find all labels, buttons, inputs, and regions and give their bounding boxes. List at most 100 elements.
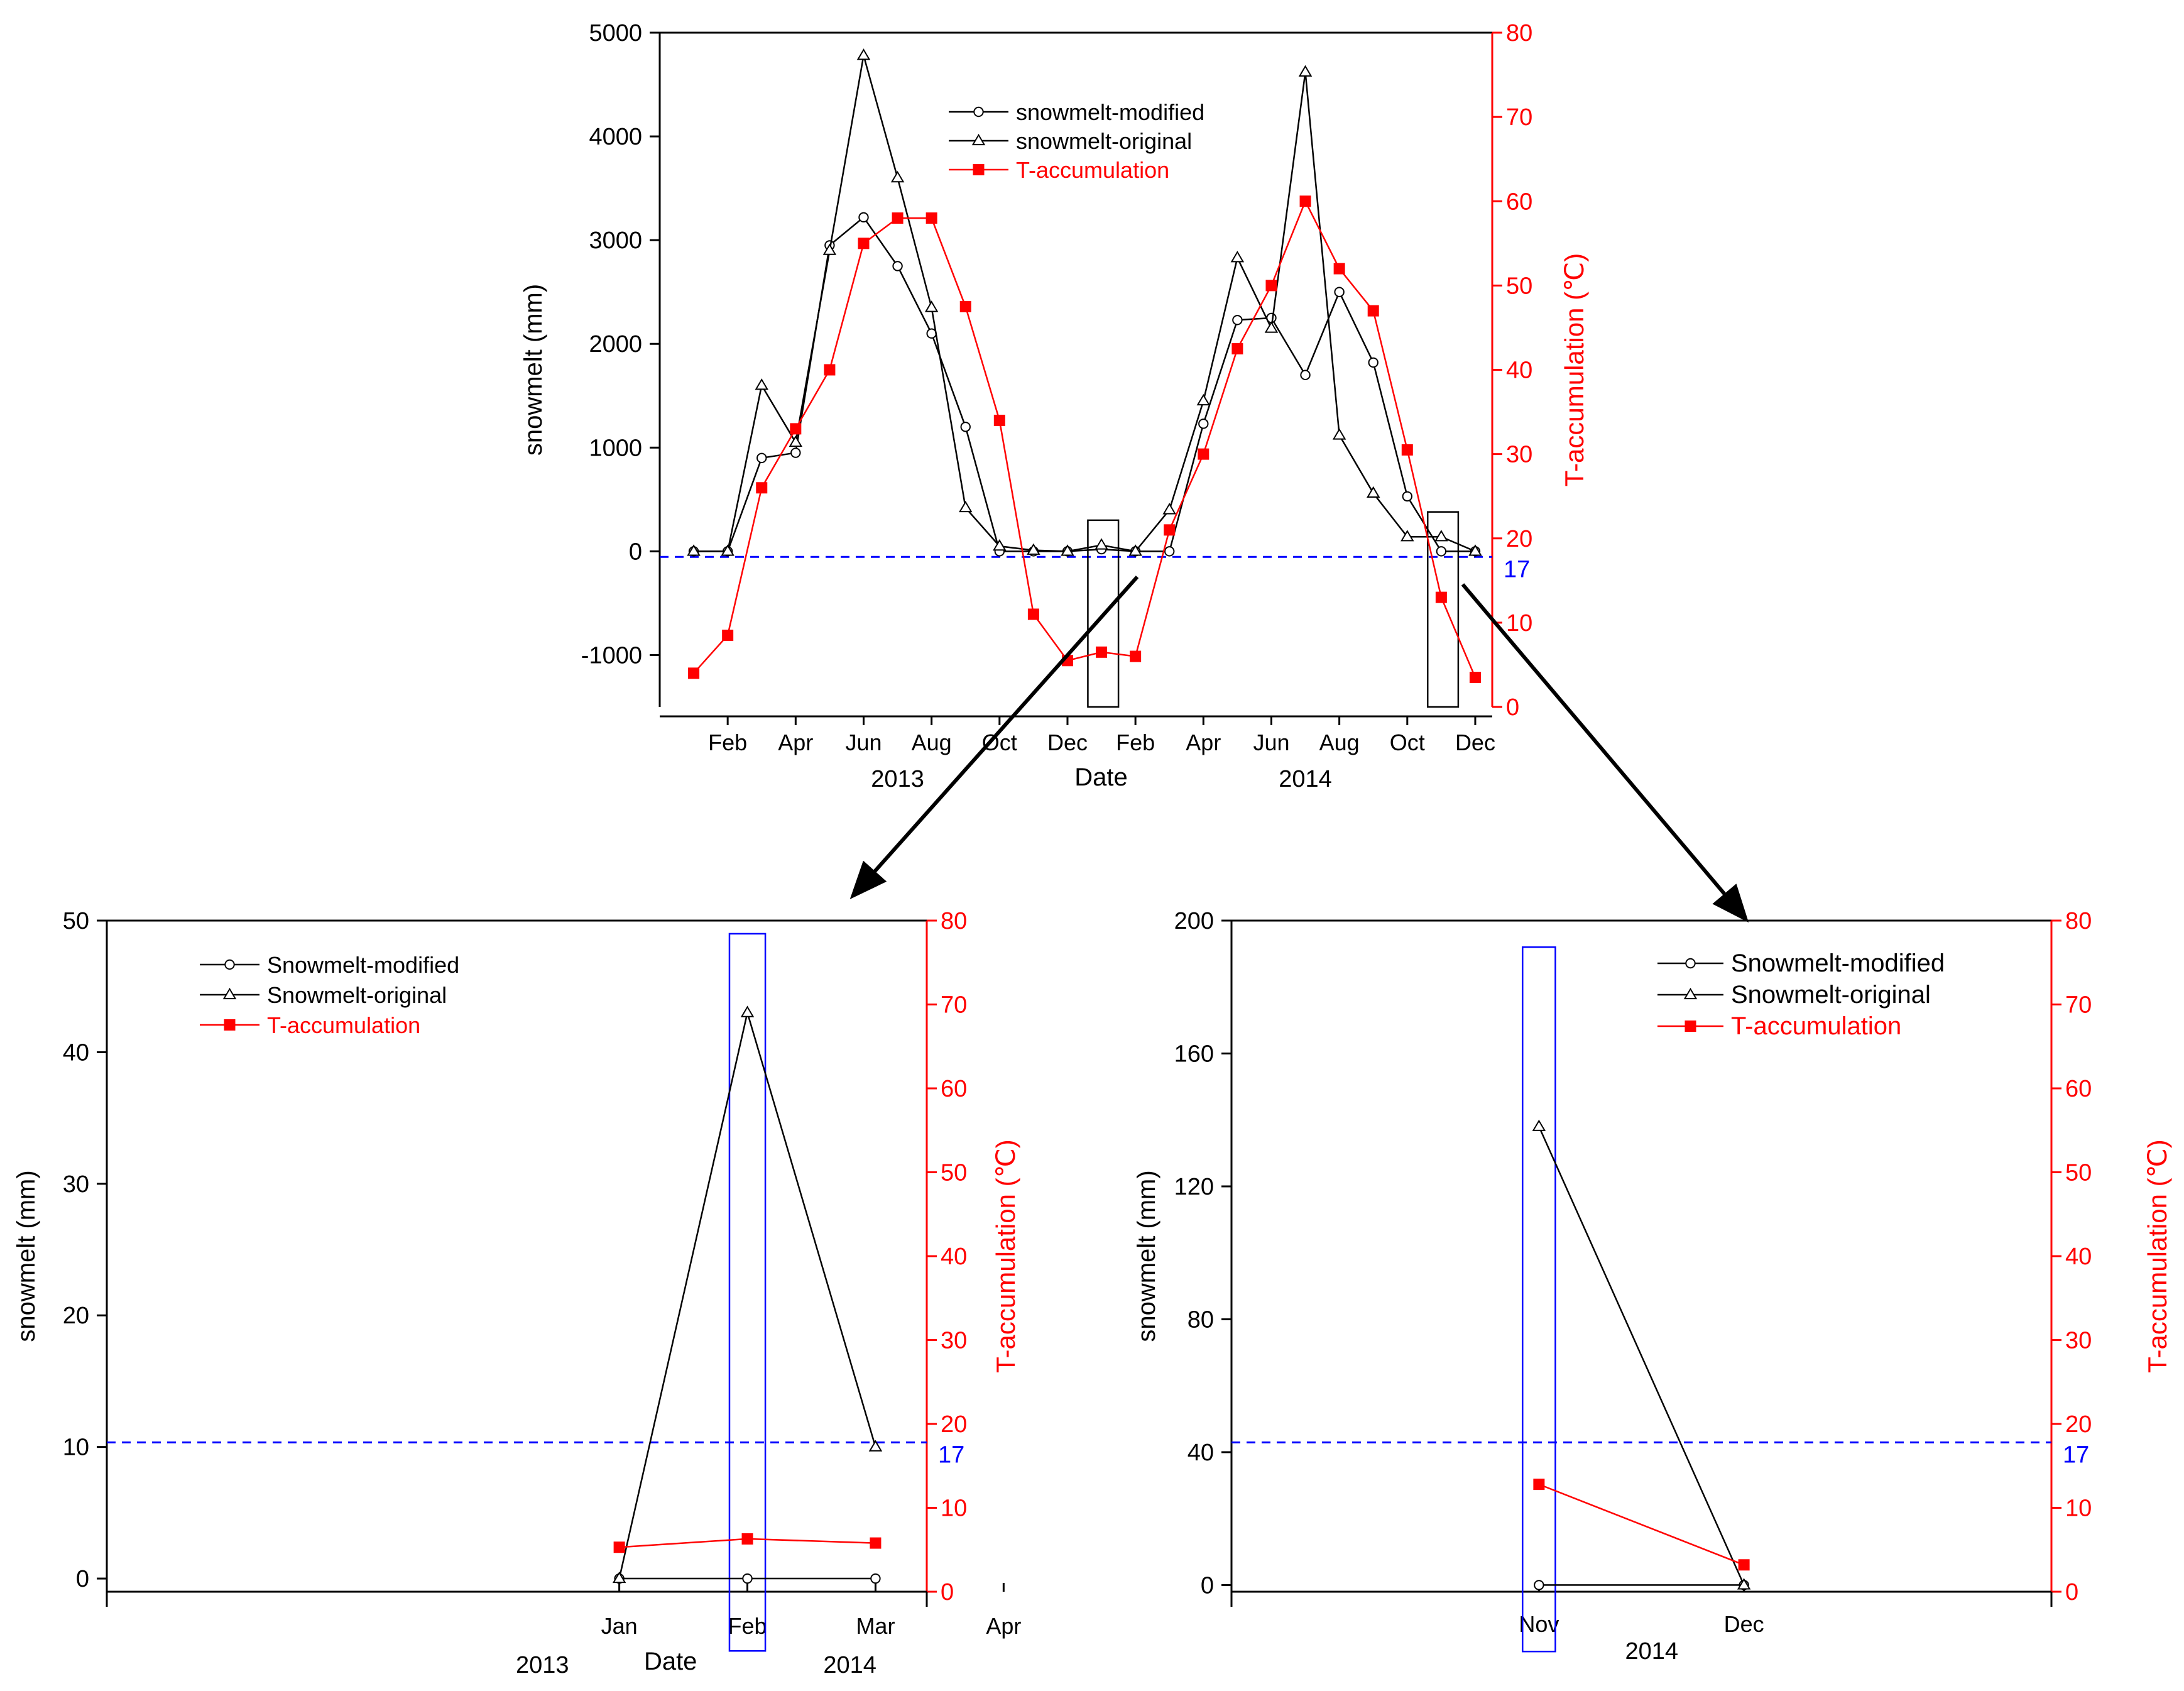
data-point xyxy=(924,300,939,312)
y2-axis-title: T-accumulation (℃) xyxy=(2143,1139,2172,1373)
series-line xyxy=(618,1009,876,1579)
x-tick-label: Feb xyxy=(1116,730,1155,755)
data-point xyxy=(1366,486,1380,498)
data-point xyxy=(1164,524,1176,536)
data-point xyxy=(1198,448,1209,460)
data-point xyxy=(1230,251,1245,263)
y2-tick-label: 70 xyxy=(2065,992,2092,1019)
data-point xyxy=(1332,428,1346,440)
y2-tick-label: 50 xyxy=(1506,273,1532,299)
legend-label: T-accumulation xyxy=(267,1012,420,1038)
year-label: 2013 xyxy=(871,766,924,792)
data-point xyxy=(993,539,1007,551)
x-tick-label: Apr xyxy=(778,730,813,755)
zoom-arrow-left xyxy=(849,576,1139,899)
y-axis-title: snowmelt (mm) xyxy=(520,284,547,456)
y2-tick-label: 10 xyxy=(1506,610,1532,637)
year-label: 2014 xyxy=(1625,1638,1679,1665)
data-point xyxy=(1232,315,1243,326)
y2-tick-label: 0 xyxy=(2065,1579,2078,1606)
x-tick-label: Mar xyxy=(856,1613,895,1639)
series-line xyxy=(1538,1483,1745,1566)
y-tick-label: 30 xyxy=(63,1171,89,1198)
legend-label: Snowmelt-modified xyxy=(1731,949,1945,977)
data-point xyxy=(722,629,734,641)
y2-tick-label: 0 xyxy=(941,1579,954,1606)
legend-label: T-accumulation xyxy=(1016,157,1169,183)
data-point xyxy=(756,482,768,494)
data-point xyxy=(740,1005,755,1017)
data-point xyxy=(1300,369,1311,380)
data-point xyxy=(1534,1580,1544,1590)
y-tick-label: 40 xyxy=(1188,1440,1214,1466)
x-tick-label: Dec xyxy=(1455,730,1495,755)
data-point xyxy=(1469,672,1481,684)
highlight-box xyxy=(1426,511,1460,708)
series-snowmelt-modified xyxy=(688,212,1481,557)
y2-tick-label: 20 xyxy=(941,1411,967,1438)
x-tick-label: Dec xyxy=(1047,730,1088,755)
x-axis-title: Date xyxy=(1074,763,1128,791)
data-point xyxy=(925,212,937,224)
legend-marker xyxy=(224,959,235,970)
data-point xyxy=(790,447,801,458)
y-tick-label: 4000 xyxy=(589,124,642,150)
y-tick-label: 50 xyxy=(63,908,89,934)
data-point xyxy=(1299,195,1311,207)
y2-tick-label: 60 xyxy=(941,1076,967,1102)
data-point xyxy=(993,414,1005,426)
legend-label: Snowmelt-original xyxy=(1731,981,1931,1009)
x-tick-label: Apr xyxy=(1186,730,1221,755)
data-point xyxy=(959,300,971,312)
year-label: 2013 xyxy=(516,1652,569,1678)
y-tick-label: 0 xyxy=(629,539,642,565)
data-point xyxy=(1435,591,1447,603)
y-tick-label: 160 xyxy=(1174,1041,1214,1067)
data-point xyxy=(741,1533,753,1545)
data-point xyxy=(1333,263,1345,275)
y2-tick-label: 0 xyxy=(1506,694,1519,721)
y-axis-title: snowmelt (mm) xyxy=(1133,1170,1160,1342)
data-point xyxy=(1061,544,1074,556)
data-point xyxy=(1400,530,1414,542)
legend-marker xyxy=(222,987,237,1000)
y2-axis-title: T-accumulation (℃) xyxy=(1559,253,1589,487)
y2-tick-label: 20 xyxy=(1506,526,1532,552)
y-tick-label: 20 xyxy=(63,1303,89,1329)
y2-tick-label: 80 xyxy=(2065,908,2092,934)
legend-label: snowmelt-original xyxy=(1016,128,1192,154)
legend-marker xyxy=(973,106,984,118)
x-tick-label: Feb xyxy=(708,730,747,755)
y2-tick-label: 10 xyxy=(941,1496,967,1522)
data-point xyxy=(1128,544,1142,556)
highlight-box xyxy=(728,933,767,1652)
data-point xyxy=(892,261,903,271)
y2-tick-label: 40 xyxy=(1506,358,1532,384)
y2-tick-label: 70 xyxy=(1506,104,1532,131)
y2-tick-label: 40 xyxy=(2065,1244,2092,1270)
legend-label: snowmelt-modified xyxy=(1016,99,1204,125)
data-point xyxy=(1096,646,1108,658)
series-line xyxy=(1538,1126,1745,1585)
legend-label: Snowmelt-modified xyxy=(267,952,459,978)
y-tick-label: 0 xyxy=(1201,1572,1214,1599)
data-point xyxy=(721,544,734,556)
data-point xyxy=(1095,538,1108,550)
y-tick-label: 200 xyxy=(1174,908,1214,934)
y2-tick-label: 60 xyxy=(1506,189,1532,215)
data-point xyxy=(756,452,767,464)
y2-tick-label: 10 xyxy=(2065,1496,2092,1522)
data-point xyxy=(1532,1119,1546,1131)
data-point xyxy=(1738,1559,1750,1571)
series-Snowmelt-modified xyxy=(614,1573,881,1584)
data-point xyxy=(822,243,837,255)
zoom-arrows xyxy=(849,576,1749,923)
y-tick-label: 80 xyxy=(1188,1306,1214,1333)
data-point xyxy=(1401,444,1413,456)
data-point xyxy=(1334,287,1345,297)
series-snowmelt-original xyxy=(687,48,1482,556)
series-Snowmelt-original xyxy=(612,1005,883,1584)
x-tick-label: Feb xyxy=(728,1613,767,1639)
data-point xyxy=(1737,1578,1751,1590)
